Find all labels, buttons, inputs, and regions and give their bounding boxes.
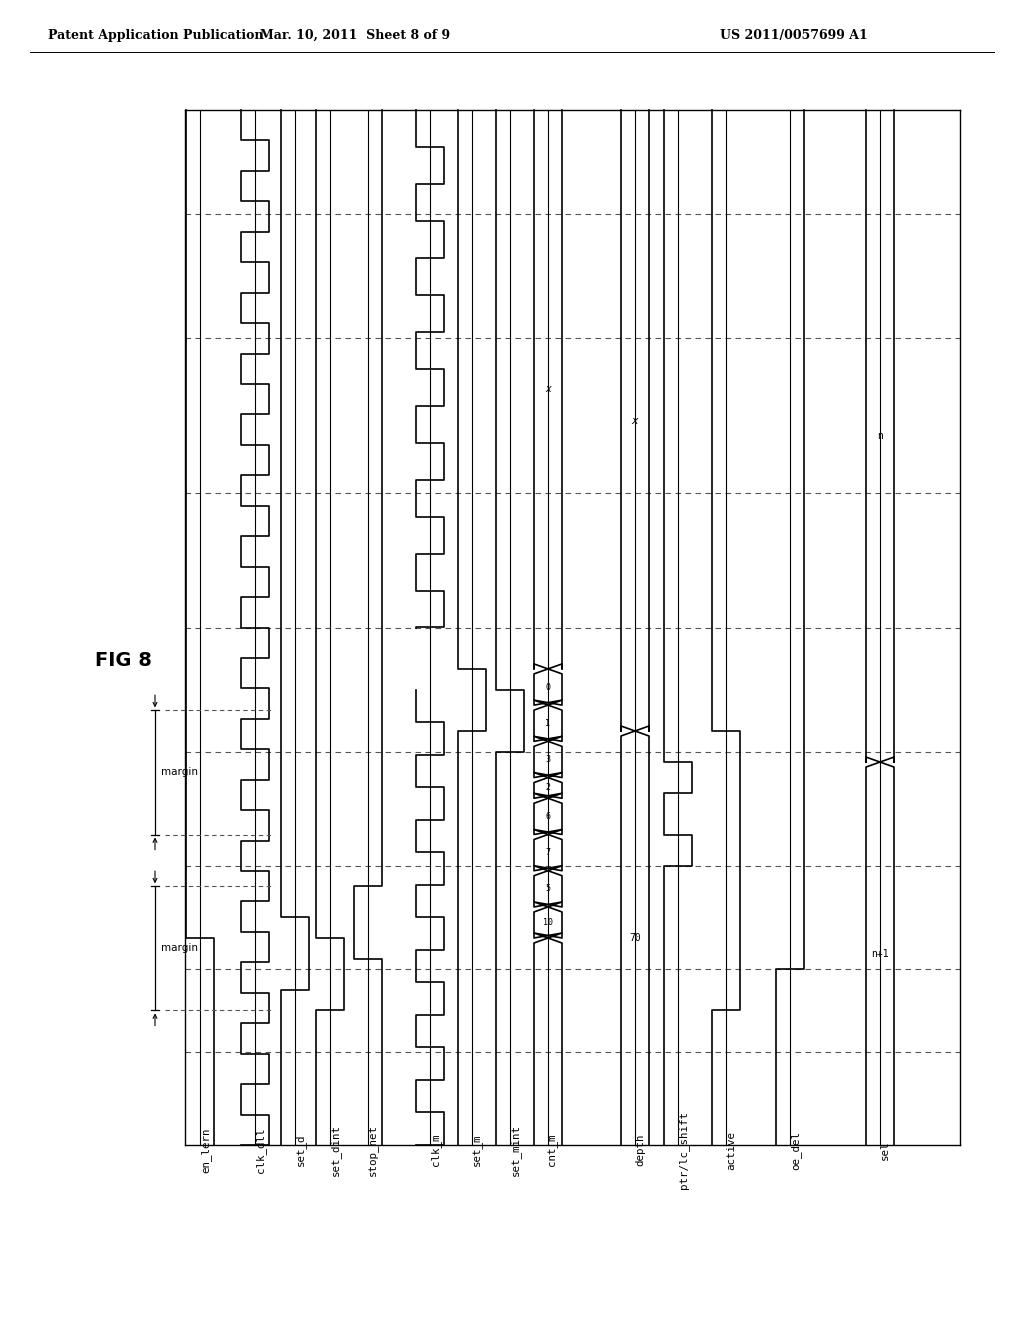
Text: margin: margin — [161, 767, 198, 777]
Text: Mar. 10, 2011  Sheet 8 of 9: Mar. 10, 2011 Sheet 8 of 9 — [260, 29, 451, 41]
Text: set_m: set_m — [472, 1134, 482, 1167]
Text: x: x — [545, 384, 551, 395]
Text: FIG 8: FIG 8 — [95, 651, 152, 669]
Text: 3: 3 — [546, 755, 551, 764]
Text: n+1: n+1 — [871, 949, 889, 958]
Text: ptr/lc_shift: ptr/lc_shift — [678, 1111, 689, 1189]
Text: set_dint: set_dint — [330, 1125, 341, 1176]
Text: clk_m: clk_m — [430, 1134, 441, 1167]
Text: sel: sel — [880, 1140, 890, 1160]
Text: 7: 7 — [546, 849, 551, 857]
Text: active: active — [726, 1130, 736, 1170]
Text: Patent Application Publication: Patent Application Publication — [48, 29, 263, 41]
Text: oe_del: oe_del — [790, 1130, 801, 1170]
Text: 5: 5 — [546, 884, 551, 894]
Text: clk_dll: clk_dll — [255, 1127, 266, 1172]
Text: n: n — [878, 432, 883, 441]
Text: depth: depth — [635, 1134, 645, 1167]
Text: 2: 2 — [546, 784, 551, 792]
Text: 70: 70 — [629, 933, 641, 942]
Text: 1: 1 — [546, 718, 551, 727]
Text: set_d: set_d — [295, 1134, 306, 1167]
Text: x: x — [632, 416, 638, 425]
Text: en_lern: en_lern — [200, 1127, 211, 1172]
Text: cnt_m: cnt_m — [548, 1134, 558, 1167]
Text: 0: 0 — [546, 682, 551, 692]
Text: stop_net: stop_net — [368, 1125, 379, 1176]
Text: 10: 10 — [543, 917, 553, 927]
Text: margin: margin — [161, 944, 198, 953]
Text: US 2011/0057699 A1: US 2011/0057699 A1 — [720, 29, 867, 41]
Text: set_mint: set_mint — [510, 1125, 521, 1176]
Text: 6: 6 — [546, 812, 551, 821]
